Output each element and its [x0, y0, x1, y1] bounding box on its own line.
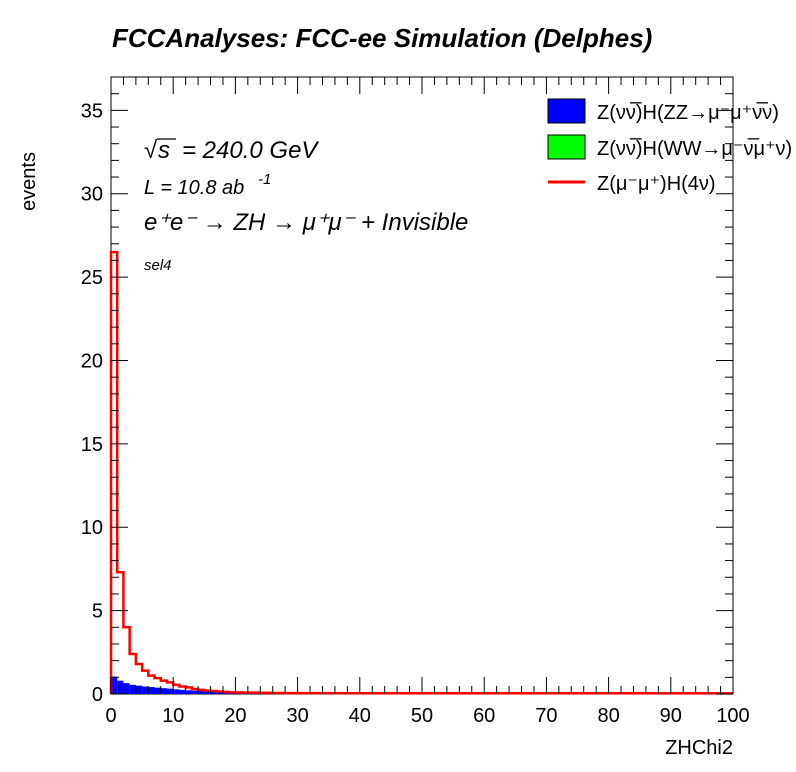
x-tick-label: 70: [535, 705, 557, 727]
bar-zz-bin-6: [148, 686, 155, 694]
x-axis-label: ZHChi2: [665, 737, 733, 759]
y-tick-label: 0: [92, 684, 103, 706]
x-tick-label: 90: [660, 705, 682, 727]
x-tick-labels: 0 10 20 30 40 50 60 70 80 90 100: [105, 705, 749, 727]
energy-annotation: √ s = 240.0 GeV: [144, 137, 319, 164]
bar-zz-bin-5: [142, 686, 149, 694]
selection-annotation: sel4: [144, 257, 172, 274]
legend-label-zz: Z(νν̅)H(ZZ→μ⁻μ⁺ν̅ν): [597, 101, 779, 124]
legend-swatch-zz: [547, 98, 586, 124]
bar-zz-bin-0: [111, 676, 118, 694]
bar-zz-bin-7: [154, 687, 161, 694]
y-tick-label: 30: [81, 184, 103, 206]
bar-zz-bin-9: [166, 688, 174, 694]
axis-ticks: [110, 76, 734, 695]
y-tick-label: 25: [81, 267, 103, 289]
lumi-annotation: L = 10.8 ab -1: [144, 171, 271, 199]
energy-sqrt-s: s: [158, 137, 170, 164]
y-tick-label: 10: [81, 517, 103, 539]
x-tick-label: 60: [473, 705, 495, 727]
bar-zz-bin-8: [160, 688, 167, 694]
bar-zz-bin-10: [173, 689, 180, 694]
y-axis-label: events: [18, 152, 40, 211]
lumi-exponent: -1: [258, 171, 271, 188]
bar-zz-bin-17: [216, 691, 223, 694]
sqrt-symbol: √: [144, 137, 158, 164]
bar-zz-bin-11: [179, 689, 186, 694]
legend: Z(νν̅)H(ZZ→μ⁻μ⁺ν̅ν) Z(νν̅)H(WW→μ⁻ν̅μ⁺ν) …: [547, 98, 792, 195]
bar-zz-bin-1: [117, 680, 124, 694]
x-tick-label: 0: [105, 705, 116, 727]
x-tick-label: 40: [349, 705, 371, 727]
bar-zz-bin-13: [191, 690, 199, 694]
energy-value: = 240.0 GeV: [182, 137, 319, 164]
chart-title: FCCAnalyses: FCC-ee Simulation (Delphes): [112, 23, 652, 53]
y-tick-label: 15: [81, 434, 103, 456]
x-tick-label: 30: [286, 705, 308, 727]
bar-zz-bin-12: [185, 690, 192, 694]
bar-zz-bin-14: [198, 690, 205, 694]
x-tick-label: 10: [162, 705, 184, 727]
y-tick-labels: 0 5 10 15 20 25 30 35: [81, 100, 103, 706]
x-tick-label: 50: [411, 705, 433, 727]
bar-zz-bin-16: [210, 691, 217, 694]
x-tick-label: 100: [716, 705, 749, 727]
y-tick-label: 20: [81, 350, 103, 372]
y-tick-label: 5: [92, 601, 103, 623]
bar-zz-bin-15: [204, 691, 211, 694]
bar-zz-bin-2: [123, 683, 130, 694]
process-annotation: e⁺e⁻ → ZH → μ⁺μ⁻ + Invisible: [144, 209, 468, 236]
legend-label-4nu: Z(μ⁻μ⁺)H(4ν): [597, 173, 716, 195]
bar-zz-bin-4: [135, 685, 143, 694]
y-tick-label: 35: [81, 100, 103, 122]
lumi-prefix: L = 10.8 ab: [144, 177, 244, 199]
bar-zz-bin-3: [129, 684, 136, 694]
legend-label-ww: Z(νν̅)H(WW→μ⁻ν̅μ⁺ν): [597, 137, 792, 160]
legend-swatch-ww: [547, 134, 586, 160]
x-tick-label: 80: [597, 705, 619, 727]
x-tick-label: 20: [224, 705, 246, 727]
